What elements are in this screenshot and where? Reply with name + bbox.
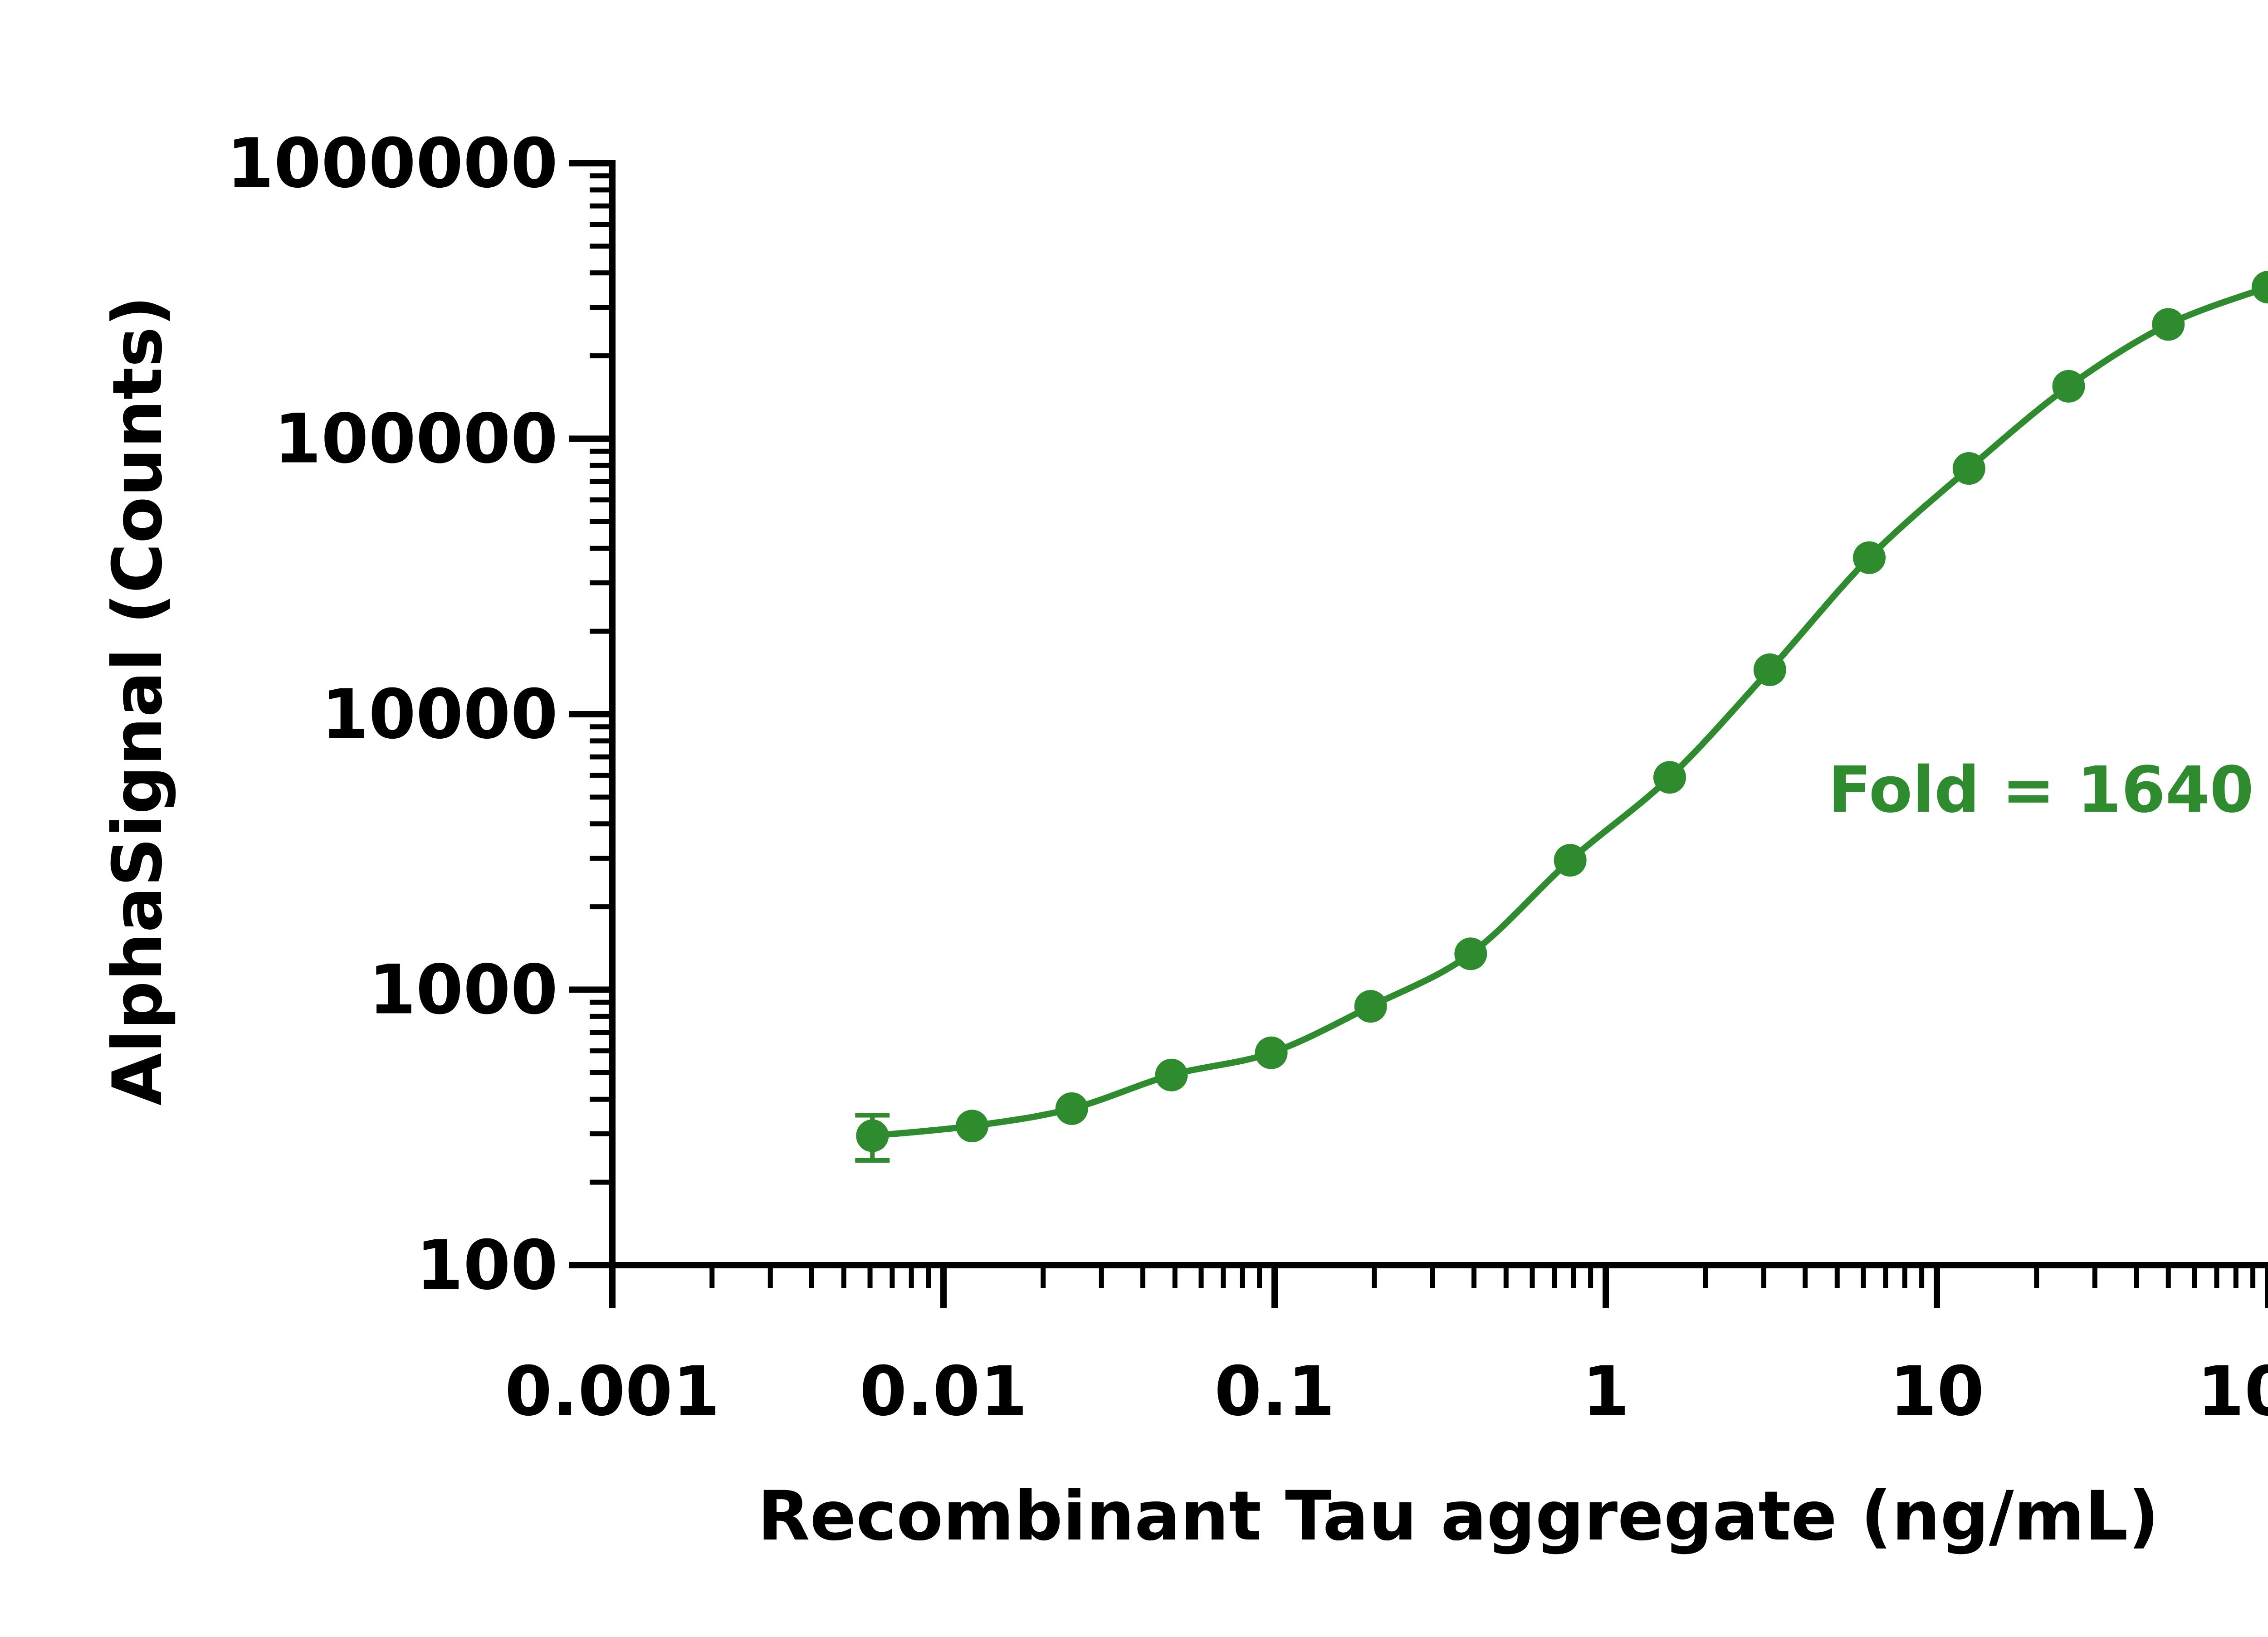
data-point bbox=[2152, 308, 2185, 341]
data-point bbox=[856, 1119, 889, 1152]
data-points-layer bbox=[855, 271, 2268, 1163]
y-tick-label: 1000 bbox=[369, 951, 558, 1030]
data-point bbox=[1653, 761, 1686, 794]
data-point bbox=[2052, 370, 2085, 403]
x-tick-label: 0.1 bbox=[1214, 1352, 1335, 1431]
data-point bbox=[1454, 937, 1487, 970]
x-tick-label: 0.01 bbox=[860, 1352, 1027, 1431]
y-tick-label: 100000 bbox=[274, 400, 558, 479]
data-point bbox=[2252, 271, 2268, 304]
data-point bbox=[1255, 1036, 1288, 1069]
data-point bbox=[1155, 1058, 1188, 1091]
data-point bbox=[1952, 452, 1985, 485]
fit-curve bbox=[869, 284, 2268, 1139]
x-tick-label: 0.001 bbox=[505, 1352, 720, 1431]
data-point bbox=[1354, 990, 1387, 1023]
data-point bbox=[956, 1110, 989, 1143]
y-tick-label: 10000 bbox=[321, 675, 558, 754]
x-axis: 0.001 0.01 0.1 1 10 100 bbox=[505, 1262, 2268, 1431]
y-axis-title: AlphaSignal (Counts) bbox=[98, 296, 177, 1106]
y-axis: 100 1000 10000 100000 1000000 bbox=[226, 124, 616, 1305]
x-tick-label: 100 bbox=[2197, 1352, 2268, 1431]
x-tick-label: 10 bbox=[1890, 1352, 1984, 1431]
fit-curve-layer bbox=[869, 284, 2268, 1139]
x-tick-label: 1 bbox=[1582, 1352, 1629, 1431]
data-point bbox=[1853, 541, 1886, 574]
y-tick-label: 100 bbox=[416, 1226, 558, 1305]
data-point bbox=[1055, 1092, 1088, 1125]
data-point bbox=[1554, 844, 1587, 877]
x-axis-title: Recombinant Tau aggregate (ng/mL) bbox=[758, 1477, 2159, 1556]
y-tick-label: 1000000 bbox=[226, 124, 558, 203]
data-point bbox=[1753, 653, 1786, 686]
fold-annotation: Fold = 1640 bbox=[1828, 753, 2254, 827]
